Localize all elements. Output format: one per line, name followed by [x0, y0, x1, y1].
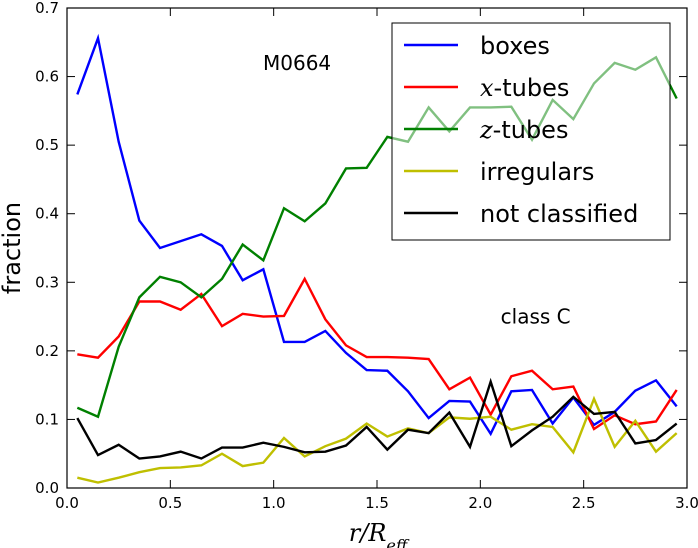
y-tick-label: 0.3 — [35, 273, 59, 291]
y-tick-label: 0.6 — [35, 68, 59, 86]
x-tick-label: 2.0 — [468, 494, 492, 512]
y-tick-label: 0.4 — [35, 205, 59, 223]
legend: boxes x-tubes z-tubes irregulars not classif… — [391, 22, 671, 241]
annotations: M0664 class C — [263, 51, 571, 329]
y-tick-label: 0.1 — [35, 410, 59, 428]
y-tick-label: 0.5 — [35, 136, 59, 154]
axis-ticks: 0.0 0.5 1.0 1.5 2.0 2.5 3.0 0.0 0.1 0.2 0.3 0.4 0.5 0… — [35, 0, 698, 512]
plot-frame — [66, 7, 688, 489]
x-tick-label: 0.5 — [158, 494, 182, 512]
y-tick-label: 0.0 — [35, 479, 59, 497]
legend-label: x-tubes — [480, 74, 569, 102]
legend-label: not classified — [480, 200, 638, 228]
axes-frame — [66, 7, 688, 489]
x-tick-label: 0.0 — [55, 494, 79, 512]
y-tick-label: 0.7 — [35, 0, 59, 17]
axis-labels: r/Reff fraction — [0, 202, 410, 548]
annotation-text: M0664 — [263, 51, 331, 75]
y-axis-label: fraction — [0, 202, 26, 294]
x-tick-label: 2.5 — [572, 494, 596, 512]
x-tick-label: 3.0 — [675, 494, 698, 512]
series-line-not-classified — [76, 377, 678, 460]
legend-label: z-tubes — [479, 116, 568, 144]
series-line-irregulars — [77, 395, 678, 484]
series-line-boxes — [76, 33, 678, 437]
legend-label: boxes — [480, 32, 550, 60]
legend-label: irregulars — [480, 158, 594, 186]
y-tick-label: 0.2 — [35, 342, 59, 360]
x-tick-label: 1.5 — [365, 494, 389, 512]
series-line-x-tubes — [77, 276, 678, 431]
x-axis-label: r/Reff — [349, 519, 410, 548]
legend-box — [391, 22, 671, 241]
annotation-text: class C — [501, 305, 571, 329]
x-tick-label: 1.0 — [262, 494, 286, 512]
series-lines — [76, 33, 678, 484]
